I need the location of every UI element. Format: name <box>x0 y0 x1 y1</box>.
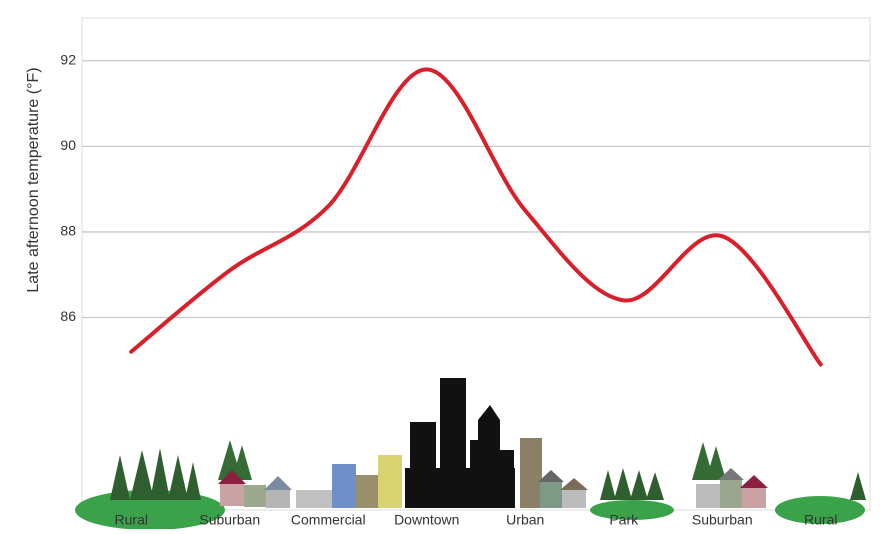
y-tick-label: 90 <box>60 137 76 153</box>
x-tick-label: Park <box>609 512 639 528</box>
plot-area <box>81 17 871 511</box>
x-tick-label: Urban <box>506 512 544 528</box>
line <box>129 67 823 367</box>
y-axis-title: Late afternoon temperature (°F) <box>25 67 42 292</box>
x-tick-label: Commercial <box>291 512 366 528</box>
y-tick-label: 86 <box>60 308 76 324</box>
y-tick-label: 92 <box>60 51 76 67</box>
x-tick-label: Suburban <box>692 512 753 528</box>
x-tick-label: Rural <box>804 512 837 528</box>
x-tick-label: Rural <box>115 512 148 528</box>
y-tick-label: 88 <box>60 223 76 239</box>
x-tick-label: Suburban <box>199 512 260 528</box>
skyline <box>75 378 866 530</box>
x-tick-label: Downtown <box>394 512 459 528</box>
